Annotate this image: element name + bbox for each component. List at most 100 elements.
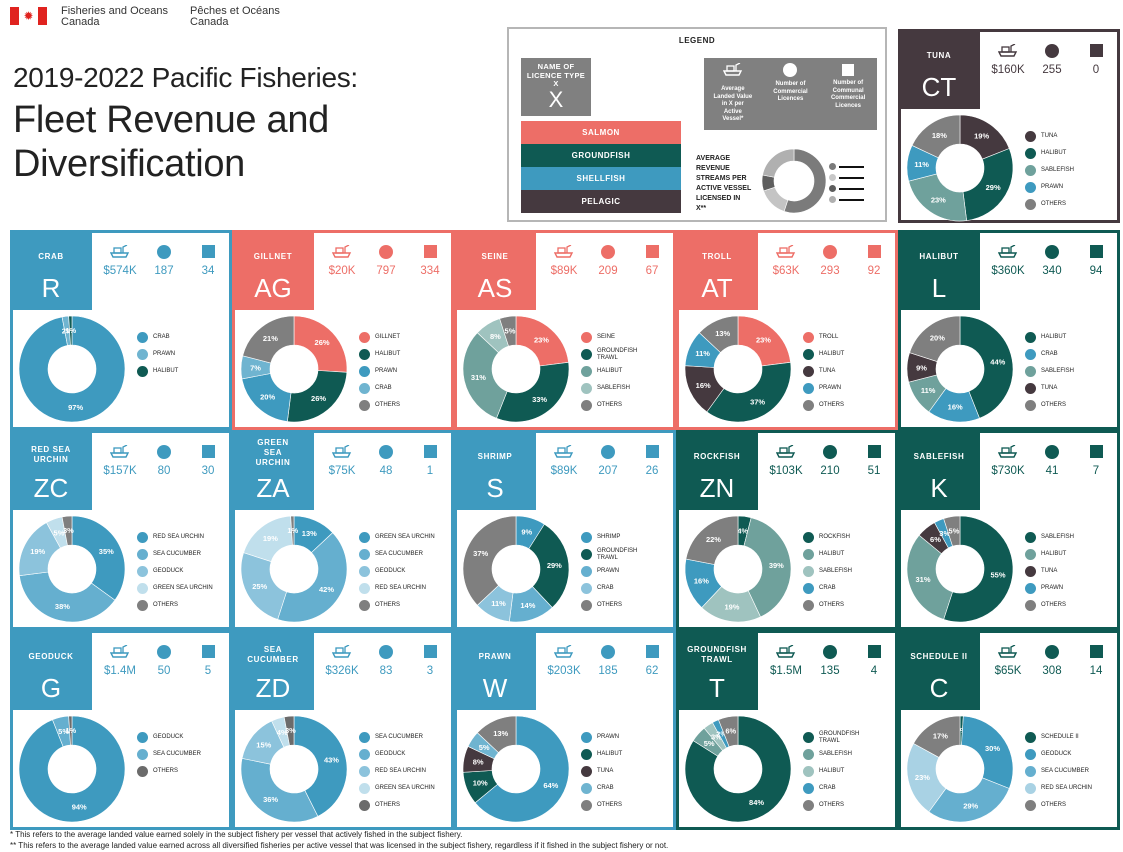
legend-dot-icon xyxy=(581,732,592,743)
legend-icon-key: Average Landed Value in X per Active Ves… xyxy=(704,58,877,130)
stat-commercial: 83 xyxy=(365,643,407,693)
donut-legend-item: CRAB xyxy=(803,780,898,797)
licence-code: ZN xyxy=(699,473,735,503)
fishing-vessel-icon xyxy=(332,643,352,660)
slice-percent-label: 29% xyxy=(547,561,562,570)
stat-communal: 334 xyxy=(409,243,451,293)
legend-sample-item xyxy=(829,183,864,194)
donut-legend-item: CRAB xyxy=(581,580,676,597)
legend-dot-icon xyxy=(581,332,592,343)
fishery-name: TUNA xyxy=(926,51,952,60)
legend-item-label: HALIBUT xyxy=(375,351,401,357)
donut-legend-item: GEODUCK xyxy=(359,563,454,580)
legend-item-label: GEODUCK xyxy=(1041,751,1072,757)
donut-legend-item: ROCKFISH xyxy=(803,529,898,546)
legend-item-label: SCHEDULE II xyxy=(1041,734,1079,740)
legend-dot-icon xyxy=(359,549,370,560)
fishery-name: ROCKFISH xyxy=(693,452,741,461)
legend-dot-icon xyxy=(359,349,370,360)
card-header: PRAWN W xyxy=(454,630,536,710)
avg-landed-value: $20K xyxy=(328,265,356,277)
revenue-donut-chart: 13% 42% 25% 19% 1% xyxy=(239,514,349,624)
legend-category-salmon: SALMON xyxy=(521,121,681,144)
communal-licence-count: 14 xyxy=(1089,665,1103,677)
fishing-vessel-icon xyxy=(110,643,130,660)
circle-icon xyxy=(823,244,837,259)
revenue-donut-chart: 44% 16% 11% 9% 20% xyxy=(905,314,1015,424)
legend-dot-icon xyxy=(1025,766,1036,777)
government-header: ✹ Fisheries and Oceans Canada Pêches et … xyxy=(10,6,280,28)
licence-code: ZC xyxy=(33,473,69,503)
legend-item-label: GILLNET xyxy=(375,334,401,340)
fishing-vessel-icon xyxy=(110,243,130,260)
legend-item-label: CRAB xyxy=(597,585,614,591)
legend-dot-icon xyxy=(1025,383,1036,394)
licence-code: C xyxy=(929,673,949,703)
square-icon xyxy=(201,445,215,458)
card-stats: $89K 207 26 xyxy=(543,443,673,493)
commercial-licence-count: 207 xyxy=(598,465,618,477)
slice-percent-label: 5% xyxy=(505,326,516,335)
slice-percent-label: 1% xyxy=(956,726,967,735)
card-header: SEINE AS xyxy=(454,230,536,310)
fishery-name: TROLL xyxy=(702,252,732,261)
donut-slice xyxy=(290,515,295,546)
stat-communal: 7 xyxy=(1075,443,1117,493)
donut-slice xyxy=(18,315,126,423)
stat-avg-value: $1.4M xyxy=(99,643,141,693)
donut-legend-item: HALIBUT xyxy=(359,346,454,363)
legend-item-label: HALIBUT xyxy=(819,551,845,557)
legend-item-label: SEINE xyxy=(597,334,616,340)
square-icon xyxy=(645,445,659,458)
legend-category-pelagic: PELAGIC xyxy=(521,190,681,213)
donut-legend: TUNA HALIBUT SABLEFISH PRAWN OTHERS xyxy=(1025,128,1120,213)
revenue-donut-chart: 94% 5% 1% xyxy=(17,714,127,824)
footnote-2: ** This refers to the average landed val… xyxy=(10,841,669,850)
legend-dot-icon xyxy=(359,783,370,794)
fishery-name: SEA CUCUMBER xyxy=(247,645,299,664)
page-title: Fleet Revenue and Diversification xyxy=(13,99,330,185)
legend-item-label: SEA CUCUMBER xyxy=(375,734,424,740)
circle-icon xyxy=(157,644,171,659)
circle-icon xyxy=(823,444,837,459)
legend-dot-icon xyxy=(359,749,370,760)
legend-dot-icon xyxy=(803,732,814,743)
slice-percent-label: 5% xyxy=(54,528,65,537)
fishery-name: CRAB xyxy=(38,252,64,261)
legend-dot-icon xyxy=(581,532,592,543)
slice-percent-label: 8% xyxy=(490,332,501,341)
legend-item-label: OTHERS xyxy=(1041,201,1067,207)
donut-slice xyxy=(68,315,73,346)
avg-landed-value: $157K xyxy=(103,465,137,477)
legend-dot-icon xyxy=(359,400,370,411)
legend-sample-key xyxy=(829,161,864,205)
legend-communal-label: Number of Communal Commercial Licences xyxy=(830,80,866,109)
donut-slice xyxy=(19,571,116,623)
footnotes: * This refers to the average landed valu… xyxy=(10,829,668,851)
commercial-licence-count: 293 xyxy=(820,265,840,277)
donut-slice xyxy=(293,715,348,817)
card-header: GILLNET AG xyxy=(232,230,314,310)
stat-avg-value: $89K xyxy=(543,443,585,493)
legend-dot-icon xyxy=(359,583,370,594)
legend-item-label: TUNA xyxy=(597,768,614,774)
legend-sample-donut xyxy=(761,148,827,214)
square-icon xyxy=(423,445,437,458)
donut-legend-item: TUNA xyxy=(581,763,676,780)
legend-item-label: OTHERS xyxy=(1041,402,1067,408)
legend-dot-icon xyxy=(581,349,592,360)
stat-avg-value: $103K xyxy=(765,443,807,493)
square-icon xyxy=(867,645,881,658)
donut-legend-item: OTHERS xyxy=(359,797,454,814)
communal-licence-count: 30 xyxy=(201,465,215,477)
legend-dot-icon xyxy=(803,366,814,377)
legend-dot-icon xyxy=(581,766,592,777)
square-icon xyxy=(1089,445,1103,458)
slice-percent-label: 20% xyxy=(930,333,945,342)
donut-legend-item: SABLEFISH xyxy=(581,380,676,397)
donut-legend: SCHEDULE II GEODUCK SEA CUCUMBER RED SEA UR… xyxy=(1025,729,1120,814)
donut-legend-item: PRAWN xyxy=(1025,179,1120,196)
card-header: RED SEA URCHIN ZC xyxy=(10,430,92,510)
donut-legend-item: CRAB xyxy=(137,329,232,346)
donut-slice xyxy=(476,715,517,753)
